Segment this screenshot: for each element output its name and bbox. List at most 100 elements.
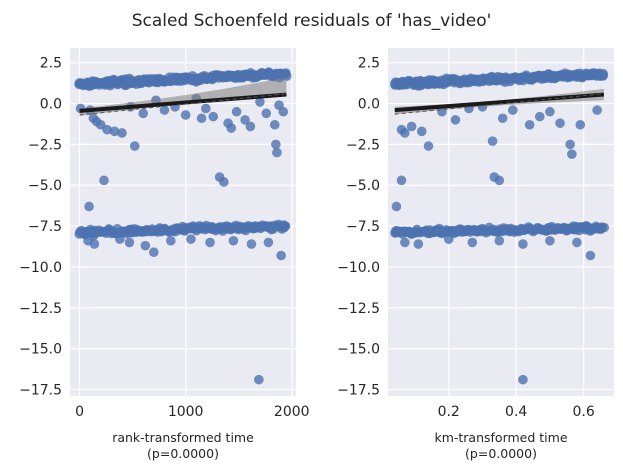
residual-point bbox=[406, 121, 417, 132]
x-tick-label: 1000 bbox=[168, 404, 204, 420]
residual-point bbox=[271, 139, 281, 150]
residual-point bbox=[245, 121, 256, 132]
residual-point bbox=[196, 113, 207, 124]
residual-point bbox=[400, 237, 410, 248]
y-tick-label: −12.5 bbox=[19, 301, 62, 317]
residual-point bbox=[545, 106, 555, 117]
residual-point bbox=[159, 105, 170, 115]
residual-point bbox=[575, 119, 586, 130]
y-tick-label: 2.5 bbox=[40, 56, 62, 72]
residual-point bbox=[124, 237, 135, 248]
residual-point bbox=[89, 239, 100, 249]
residual-point bbox=[109, 126, 120, 137]
residual-point bbox=[261, 108, 272, 119]
residual-point bbox=[518, 239, 528, 249]
residual-point bbox=[255, 97, 265, 107]
y-tick-label: −2.5 bbox=[346, 137, 380, 153]
x-axis-pvalue: (p=0.0000) bbox=[465, 446, 537, 461]
residual-point bbox=[276, 250, 286, 261]
residual-point bbox=[585, 250, 596, 261]
residual-point bbox=[269, 119, 280, 130]
residual-point bbox=[99, 175, 109, 186]
residual-point bbox=[494, 235, 505, 246]
y-tick-label: −10.0 bbox=[19, 260, 62, 276]
residual-point bbox=[450, 115, 461, 125]
x-tick-label: 0 bbox=[75, 404, 84, 420]
residual-point bbox=[592, 105, 602, 115]
residual-point bbox=[524, 119, 535, 130]
y-tick-label: −5.0 bbox=[346, 178, 380, 194]
x-axis-pvalue: (p=0.0000) bbox=[147, 446, 219, 461]
residual-point bbox=[467, 237, 478, 248]
residual-point bbox=[165, 235, 176, 246]
residual-point bbox=[565, 139, 575, 150]
residual-point bbox=[534, 111, 545, 122]
residual-point bbox=[413, 239, 424, 249]
plot-panel-rank: 2.5 0.0 −2.5 −5.0 −7.5 −10.0 −12.5 −15.0 −17.5 0 1… bbox=[19, 48, 310, 461]
residual-point bbox=[518, 374, 528, 385]
residual-point bbox=[254, 374, 264, 385]
residual-point bbox=[272, 147, 282, 158]
lowess-fit-line bbox=[79, 92, 287, 113]
y-tick-label: −7.5 bbox=[28, 219, 62, 235]
residual-point bbox=[263, 237, 274, 248]
x-tick-label: 0.4 bbox=[505, 404, 527, 420]
residual-point bbox=[201, 103, 211, 114]
y-tick-label: −2.5 bbox=[28, 137, 62, 153]
residual-point bbox=[240, 115, 250, 125]
y-tick-label: −12.5 bbox=[337, 301, 380, 317]
residual-point bbox=[117, 128, 127, 138]
residual-point bbox=[572, 237, 582, 248]
y-tick-label: −15.0 bbox=[337, 342, 380, 358]
residual-point bbox=[228, 235, 239, 246]
residual-point bbox=[508, 105, 518, 115]
residual-point bbox=[226, 123, 237, 133]
y-tick-label: −10.0 bbox=[337, 260, 380, 276]
residual-point bbox=[497, 113, 508, 124]
residual-point bbox=[423, 141, 434, 151]
residual-point bbox=[487, 136, 498, 146]
residual-point bbox=[205, 237, 215, 248]
residual-point bbox=[208, 111, 219, 122]
plot-panel-km: 2.5 0.0 −2.5 −5.0 −7.5 −10.0 −12.5 −15.0 −17.5 0.… bbox=[337, 48, 614, 461]
residual-point bbox=[278, 106, 289, 117]
residual-point bbox=[138, 108, 149, 119]
residual-point-lower bbox=[599, 222, 610, 233]
reference-fit-line bbox=[394, 93, 604, 115]
y-tick-label: −17.5 bbox=[19, 382, 62, 398]
residual-point bbox=[115, 234, 125, 244]
residual-point bbox=[186, 234, 196, 244]
residual-point bbox=[219, 177, 229, 187]
residual-point bbox=[443, 234, 454, 244]
y-tick-label: −17.5 bbox=[337, 382, 380, 398]
residual-point bbox=[567, 149, 577, 159]
residual-point bbox=[231, 106, 242, 117]
y-tick-label: 0.0 bbox=[358, 97, 380, 113]
y-tick-label: 2.5 bbox=[358, 56, 380, 72]
x-axis-label: rank-transformed time bbox=[112, 430, 254, 445]
residual-point-lower bbox=[280, 221, 291, 231]
residual-point bbox=[246, 239, 257, 249]
residual-point bbox=[545, 235, 555, 246]
y-tick-label: −5.0 bbox=[28, 178, 62, 194]
x-tick-label: 2000 bbox=[274, 404, 310, 420]
residual-point bbox=[140, 240, 151, 251]
plot-area bbox=[74, 67, 292, 385]
residual-point bbox=[129, 141, 140, 151]
x-axis-label: km-transformed time bbox=[434, 430, 567, 445]
residual-point bbox=[416, 126, 427, 137]
x-tick-label: 0.6 bbox=[573, 404, 595, 420]
residual-point bbox=[84, 201, 94, 212]
x-tick-label: 0.2 bbox=[438, 404, 460, 420]
residual-point bbox=[555, 118, 565, 128]
residual-point bbox=[494, 175, 505, 186]
y-tick-label: −15.0 bbox=[19, 342, 62, 358]
residual-point bbox=[180, 110, 191, 120]
residual-point bbox=[149, 247, 159, 258]
residual-point bbox=[102, 124, 112, 135]
residual-point bbox=[391, 201, 402, 212]
figure-title: Scaled Schoenfeld residuals of 'has_vide… bbox=[132, 11, 492, 31]
y-tick-label: 0.0 bbox=[40, 97, 62, 113]
residual-point-upper bbox=[598, 68, 608, 79]
